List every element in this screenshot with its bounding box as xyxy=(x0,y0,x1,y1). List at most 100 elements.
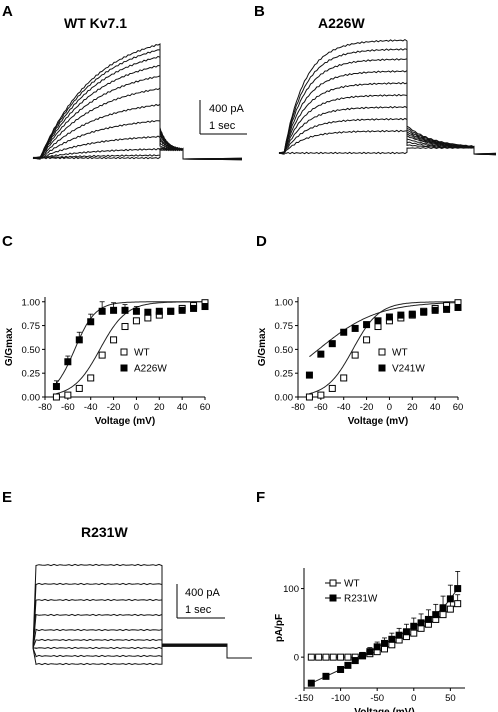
current-trace xyxy=(278,129,497,156)
current-trace xyxy=(33,645,252,659)
data-point-open xyxy=(307,653,315,661)
current-trace xyxy=(32,120,243,160)
current-trace xyxy=(278,58,497,156)
construct-label-r231w: R231W xyxy=(81,524,128,540)
data-point-open xyxy=(110,336,118,344)
y-tick-label: 0.50 xyxy=(22,345,41,356)
y-tick-label: 0.75 xyxy=(22,321,41,332)
y-axis-title: G/Gmax xyxy=(257,327,268,366)
data-point-filled xyxy=(363,321,371,329)
data-point-open xyxy=(87,374,95,382)
scale-time-label-a: 1 sec xyxy=(209,120,236,132)
boltzmann-fit-line xyxy=(56,301,205,395)
data-point-filled xyxy=(454,303,462,311)
y-tick-label: 0.25 xyxy=(275,369,294,380)
data-point-filled xyxy=(75,336,83,344)
current-traces-a226w xyxy=(278,39,497,156)
data-point-open xyxy=(337,653,345,661)
current-trace xyxy=(32,645,252,659)
x-tick-label: -80 xyxy=(291,402,305,413)
scale-bar-e: 400 pA 1 sec xyxy=(176,584,225,619)
current-trace xyxy=(32,582,252,659)
data-point-filled xyxy=(328,340,336,348)
data-point-open xyxy=(121,323,129,331)
data-point-filled xyxy=(190,304,198,312)
data-point-filled xyxy=(395,631,403,639)
data-point-open xyxy=(75,384,83,392)
data-point-filled xyxy=(410,622,418,630)
gv-chart-v241w: -80 -60 -40 -20 0 20 40 60 0.00 0.25 0.50 0.75 1.00 V… xyxy=(257,297,463,427)
y-tick-label: 0.25 xyxy=(22,369,41,380)
data-point-filled xyxy=(337,665,345,673)
data-point-open xyxy=(374,323,382,331)
current-trace xyxy=(32,135,243,160)
data-point-filled xyxy=(443,305,451,313)
scale-bar-a: 400 pA 1 sec xyxy=(199,100,247,135)
legend-marker xyxy=(329,594,337,602)
panel-letter-d: D xyxy=(256,233,267,250)
x-tick-label: 60 xyxy=(453,402,464,413)
x-tick-label: -100 xyxy=(331,693,350,704)
data-point-filled xyxy=(431,306,439,314)
data-point-filled xyxy=(381,639,388,647)
data-point-filled xyxy=(374,317,382,325)
data-point-filled xyxy=(305,371,313,379)
x-tick-label: -60 xyxy=(61,402,75,413)
y-tick-label: 0.00 xyxy=(22,393,41,404)
legend-label: R231W xyxy=(344,594,378,605)
x-tick-label: 20 xyxy=(407,402,418,413)
data-point-filled xyxy=(340,328,348,336)
current-trace xyxy=(278,81,497,155)
current-trace xyxy=(32,638,252,659)
current-traces-r231w xyxy=(32,563,252,666)
legend-label: WT xyxy=(392,348,408,359)
x-tick-label: 0 xyxy=(387,402,392,413)
current-trace xyxy=(32,645,252,666)
data-point-open xyxy=(305,393,313,401)
data-point-open xyxy=(351,351,359,359)
data-point-filled xyxy=(366,648,374,656)
data-point-open xyxy=(144,314,152,322)
series-line xyxy=(311,588,459,684)
panel-letter-f: F xyxy=(256,489,265,506)
x-axis-title: Voltage (mV) xyxy=(348,416,408,427)
current-trace xyxy=(32,628,252,659)
gv-chart-a226w: -80 -60 -40 -20 0 20 40 60 0.00 0.25 0.50 0.75 1.00 V… xyxy=(4,297,210,427)
legend-label: A226W xyxy=(134,364,167,375)
y-tick-label: 0.75 xyxy=(275,321,294,332)
data-point-filled xyxy=(417,619,425,627)
x-axis-title: Voltage (mV) xyxy=(354,707,414,712)
current-trace xyxy=(279,146,496,155)
current-trace xyxy=(278,105,497,155)
data-point-open xyxy=(315,653,323,661)
x-tick-label: 40 xyxy=(177,402,188,413)
data-point-filled xyxy=(359,652,367,660)
x-tick-label: 60 xyxy=(200,402,211,413)
data-point-filled xyxy=(373,643,381,651)
current-trace xyxy=(278,39,497,155)
y-tick-label: 100 xyxy=(283,584,299,595)
data-point-open xyxy=(454,600,462,608)
panel-letter-e: E xyxy=(2,489,12,506)
boltzmann-fit-line xyxy=(309,301,458,395)
panel-letter-c: C xyxy=(2,233,13,250)
data-point-filled xyxy=(388,635,396,643)
legend-label: V241W xyxy=(392,364,425,375)
data-point-filled xyxy=(408,310,416,318)
data-point-filled xyxy=(424,615,432,623)
y-tick-label: 0 xyxy=(294,653,299,664)
legend-label: WT xyxy=(344,579,360,590)
y-axis-title: G/Gmax xyxy=(4,327,15,366)
y-tick-label: 1.00 xyxy=(275,297,294,308)
boltzmann-fit-line xyxy=(56,301,205,384)
data-point-open xyxy=(439,611,447,619)
data-point-filled xyxy=(439,604,447,612)
current-trace xyxy=(32,613,252,659)
boltzmann-fit-line xyxy=(309,302,459,358)
data-point-filled xyxy=(155,307,163,315)
y-tick-label: 0.50 xyxy=(275,345,294,356)
current-trace xyxy=(32,75,243,161)
data-point-filled xyxy=(110,306,118,314)
x-tick-label: -80 xyxy=(38,402,52,413)
construct-label-wt: WT Kv7.1 xyxy=(64,15,127,31)
